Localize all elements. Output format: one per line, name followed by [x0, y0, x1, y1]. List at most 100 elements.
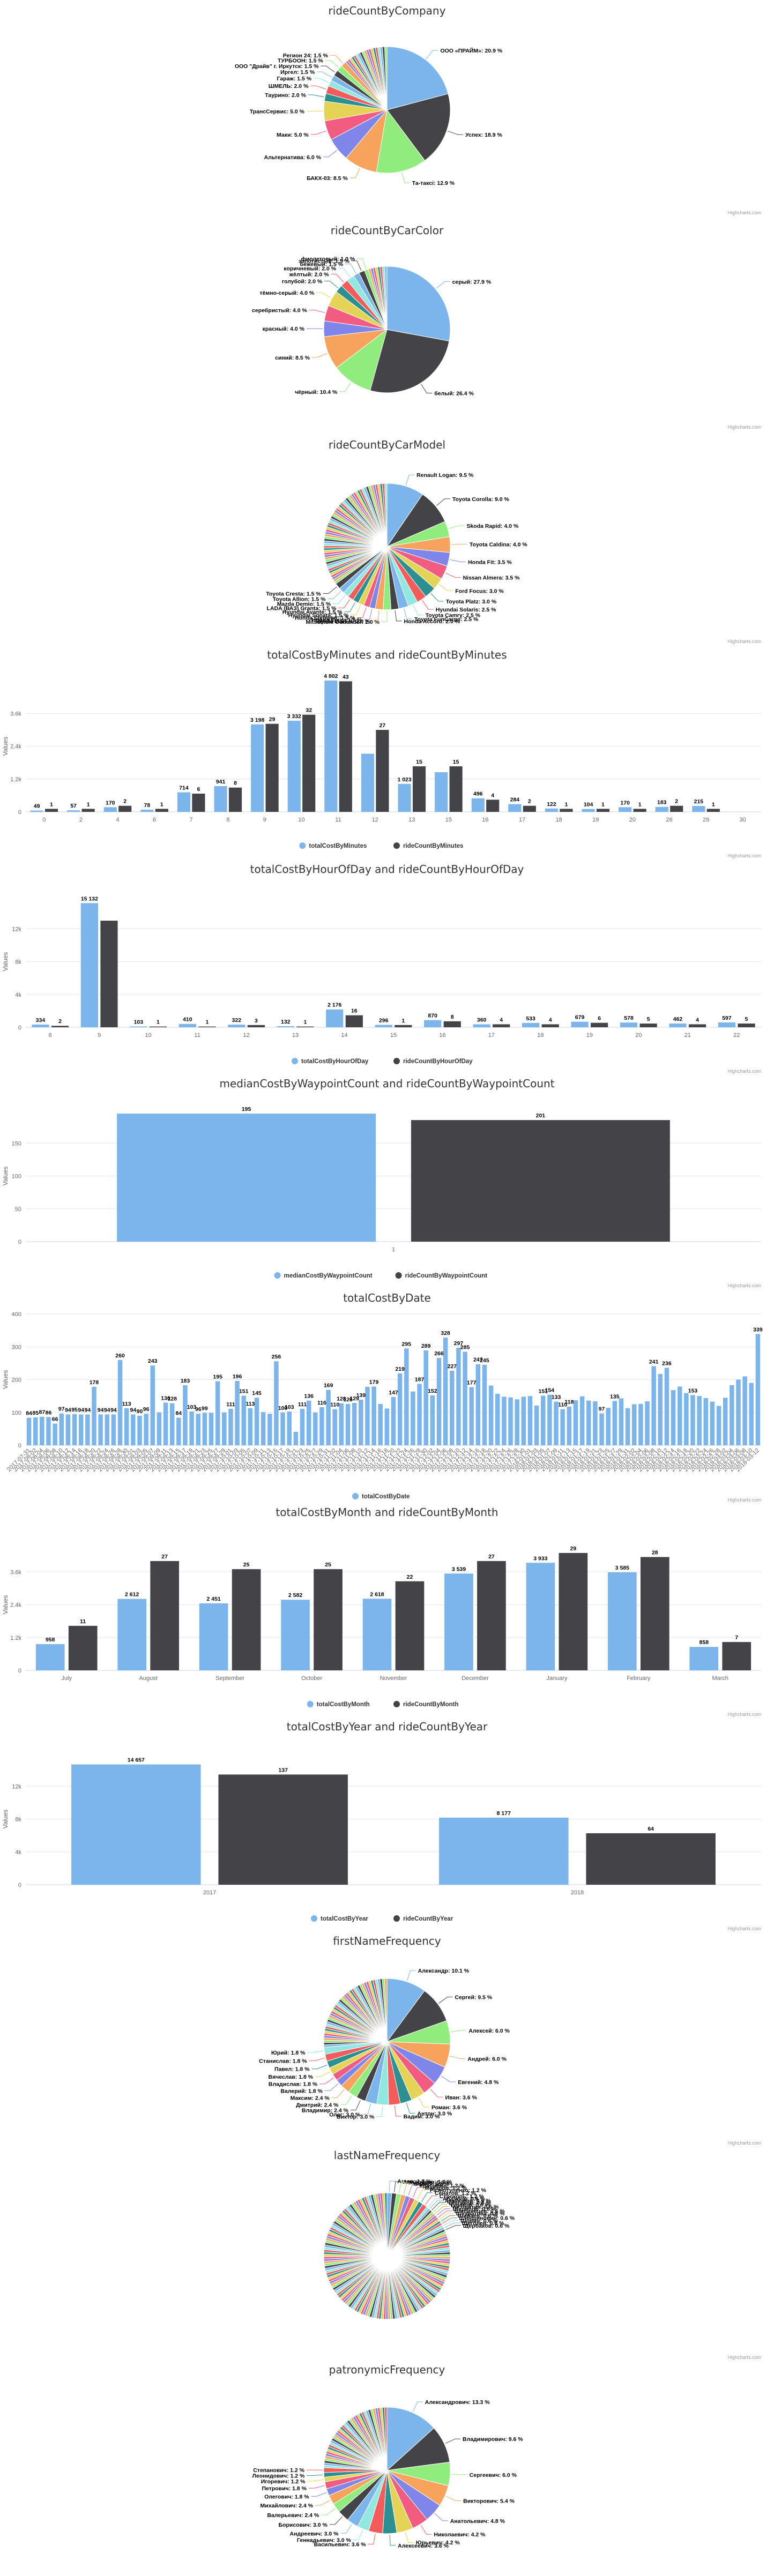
bar-ridecountbyminutes-29[interactable] — [706, 809, 720, 812]
bar-totalcostbydate-2017-11-10[interactable] — [359, 1399, 363, 1445]
bar-totalcostbydate-2017-12-04[interactable] — [436, 1358, 442, 1445]
bar-totalcostbydate-2017-10-31[interactable] — [326, 1390, 331, 1445]
bar-ridecountbyhourofday-9[interactable] — [100, 921, 118, 1027]
bar-totalcostbydate-2017-09-11[interactable] — [163, 1402, 168, 1445]
bar-ridecountbymonth-december[interactable] — [477, 1561, 506, 1670]
pie-slice-other[interactable] — [384, 2192, 388, 2257]
bar-ridecountbyminutes-2[interactable] — [81, 809, 95, 812]
bar-ridecountbyminutes-20[interactable] — [633, 809, 646, 812]
bar-totalcostbyhourofday-10[interactable] — [130, 1026, 147, 1027]
bar-totalcostbyminutes-10[interactable] — [287, 720, 301, 812]
bar-ridecountbymonth-july[interactable] — [68, 1625, 98, 1670]
bar-totalcostbydate-2017-11-14[interactable] — [371, 1386, 376, 1445]
bar-totalcostbyhourofday-18[interactable] — [522, 1022, 540, 1027]
bar-totalcostbydate-2018-03-10[interactable] — [749, 1383, 754, 1445]
bar-totalcostbydate-2017-08-28[interactable] — [117, 1360, 123, 1445]
bar-totalcostbyhourofday-19[interactable] — [571, 1021, 589, 1027]
bar-ridecountbyminutes-11[interactable] — [339, 681, 352, 812]
bar-totalcostbymonth-january[interactable] — [526, 1563, 555, 1670]
bar-totalcostbydate-2018-01-07[interactable] — [547, 1394, 552, 1445]
bar-totalcostbyminutes-20[interactable] — [619, 807, 632, 812]
bar-totalcostbydate-2017-09-03[interactable] — [137, 1415, 142, 1445]
bar-totalcostbyhourofday-13[interactable] — [277, 1026, 294, 1027]
bar-totalcostbydate-2017-08-22[interactable] — [98, 1414, 103, 1445]
bar-ridecountbyminutes-12[interactable] — [376, 730, 389, 812]
bar-totalcostbydate-2017-11-02[interactable] — [332, 1409, 337, 1445]
credits[interactable]: Highcharts.com — [727, 2140, 761, 2146]
bar-ridecountbyhourofday-17[interactable] — [493, 1024, 510, 1027]
bar-ridecountbymonth-september[interactable] — [232, 1569, 261, 1670]
pie-slice-чёрный[interactable] — [336, 328, 388, 391]
bar-ridecountbyminutes-15[interactable] — [449, 766, 463, 812]
bar-totalcostbyhourofday-11[interactable] — [178, 1024, 196, 1027]
bar-totalcostbyhourofday-17[interactable] — [473, 1024, 490, 1027]
bar-totalcostbydate-2017-10-21[interactable] — [293, 1431, 299, 1445]
bar-totalcostbydate-2018-02-20[interactable] — [690, 1395, 695, 1445]
bar-totalcostbymonth-march[interactable] — [689, 1647, 719, 1670]
bar-ridecountbyhourofday-22[interactable] — [738, 1023, 755, 1027]
bar-ridecountbyhourofday-20[interactable] — [639, 1023, 657, 1027]
bar-totalcostbymonth-july[interactable] — [35, 1644, 65, 1670]
pie-slice-белый[interactable] — [369, 329, 450, 393]
bar-ridecountbymonth-march[interactable] — [722, 1642, 751, 1670]
bar-totalcostbydate-2017-09-27[interactable] — [215, 1381, 220, 1445]
bar-totalcostbydate-2017-08-10[interactable] — [59, 1413, 64, 1445]
bar-totalcostbydate-2017-10-19[interactable] — [287, 1411, 292, 1445]
bar-totalcostbydate-2017-08-14[interactable] — [72, 1414, 77, 1445]
legend-item-ridecountbyhourofday[interactable]: rideCountByHourOfDay — [393, 1058, 473, 1065]
bar-totalcostbymonth-december[interactable] — [444, 1573, 473, 1670]
legend-item-ridecountbyyear[interactable]: rideCountByYear — [393, 1915, 453, 1922]
bar-totalcostbyhourofday-9[interactable] — [80, 903, 99, 1027]
legend-item-ridecountbymonth[interactable]: rideCountByMonth — [393, 1701, 458, 1708]
bar-totalcostbydate-2017-12-22[interactable] — [495, 1393, 500, 1445]
bar-totalcostbyminutes-8[interactable] — [214, 786, 227, 812]
bar-totalcostbymonth-october[interactable] — [281, 1600, 310, 1670]
credits[interactable]: Highcharts.com — [727, 639, 761, 644]
bar-totalcostbydate-2017-09-05[interactable] — [144, 1414, 148, 1445]
bar-totalcostbymonth-september[interactable] — [199, 1603, 228, 1670]
credits[interactable]: Highcharts.com — [727, 1069, 761, 1074]
bar-totalcostbydate-2017-09-23[interactable] — [202, 1413, 207, 1445]
bar-totalcostbydate-2017-08-20[interactable] — [92, 1386, 96, 1445]
bar-totalcostbydate-2018-03-08[interactable] — [742, 1376, 747, 1445]
pie-slice-other[interactable] — [384, 483, 388, 547]
bar-totalcostbydate-2017-11-18[interactable] — [384, 1408, 390, 1445]
bar-totalcostbydate-2017-12-26[interactable] — [508, 1397, 513, 1445]
bar-totalcostbydate-2017-10-13[interactable] — [267, 1414, 272, 1445]
bar-totalcostbydate-2018-01-05[interactable] — [541, 1395, 546, 1445]
bar-totalcostbydate-2018-02-28[interactable] — [716, 1406, 721, 1446]
bar-ridecountbymonth-november[interactable] — [395, 1581, 425, 1670]
bar-totalcostbyminutes-18[interactable] — [545, 808, 559, 812]
bar-totalcostbydate-2018-01-01[interactable] — [527, 1396, 533, 1445]
bar-totalcostbydate-2017-08-12[interactable] — [65, 1414, 71, 1445]
bar-totalcostbyhourofday-12[interactable] — [228, 1025, 245, 1027]
bar-ridecountbyhourofday-15[interactable] — [395, 1025, 412, 1027]
bar-totalcostbydate-2017-10-27[interactable] — [313, 1412, 318, 1445]
bar-ridecountbyminutes-0[interactable] — [44, 809, 58, 812]
bar-totalcostbydate-2018-03-04[interactable] — [730, 1385, 734, 1445]
bar-totalcostbydate-2017-08-08[interactable] — [53, 1423, 57, 1445]
bar-ridecountbymonth-january[interactable] — [559, 1552, 588, 1670]
bar-totalcostbyhourofday-15[interactable] — [375, 1025, 392, 1027]
bar-totalcostbyminutes-9[interactable] — [251, 724, 264, 812]
bar-totalcostbydate-2017-08-24[interactable] — [105, 1414, 110, 1445]
bar-totalcostbydate-2018-02-14[interactable] — [671, 1390, 676, 1445]
bar-totalcostbydate-2017-09-17[interactable] — [183, 1385, 188, 1445]
bar-totalcostbydate-2018-01-31[interactable] — [625, 1408, 630, 1445]
pie-slice-та-такс[interactable] — [376, 109, 426, 174]
bar-totalcostbydate-2017-11-04[interactable] — [339, 1403, 344, 1445]
bar-totalcostbydate-2017-10-05[interactable] — [241, 1395, 246, 1445]
bar-totalcostbydate-2018-01-29[interactable] — [619, 1398, 624, 1445]
bar-totalcostbyminutes-26[interactable] — [655, 807, 668, 812]
bar-ridecountbyminutes-13[interactable] — [412, 766, 426, 812]
bar-totalcostbydate-2018-01-21[interactable] — [593, 1401, 598, 1445]
bar-totalcostbydate-2017-11-24[interactable] — [404, 1348, 409, 1445]
credits[interactable]: Highcharts.com — [727, 1712, 761, 1717]
bar-totalcostbydate-2017-12-12[interactable] — [463, 1352, 467, 1445]
bar-totalcostbydate-2018-01-09[interactable] — [554, 1401, 559, 1445]
bar-totalcostbydate-2017-11-06[interactable] — [345, 1403, 351, 1445]
bar-totalcostbyminutes-13[interactable] — [398, 783, 411, 812]
bar-totalcostbydate-2018-02-26[interactable] — [710, 1401, 715, 1445]
legend-item-mediancostbywaypointcount[interactable]: medianCostByWaypointCount — [274, 1272, 373, 1279]
bar-ridecountbyminutes-10[interactable] — [302, 714, 316, 812]
